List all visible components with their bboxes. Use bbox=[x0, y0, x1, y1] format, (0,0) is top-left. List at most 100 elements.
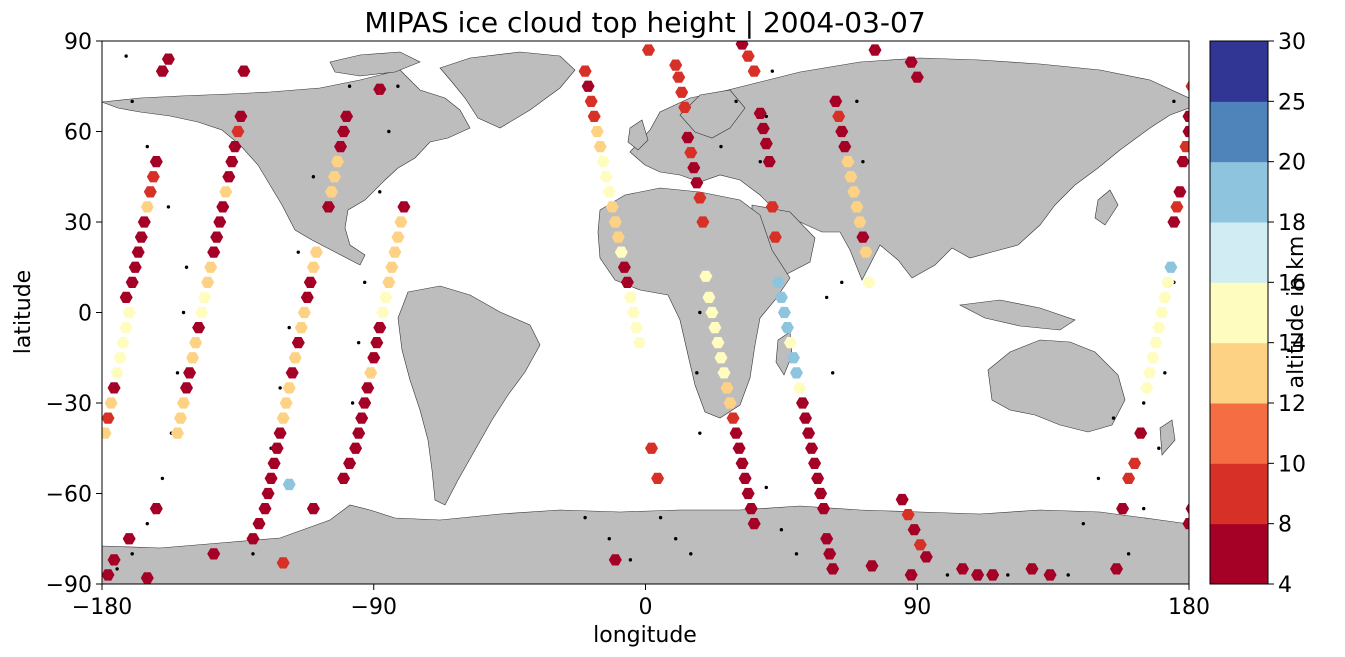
colorbar-bin bbox=[1210, 222, 1268, 283]
japan-landmass bbox=[1094, 189, 1119, 226]
cloud-point bbox=[102, 427, 112, 439]
cloud-point bbox=[1116, 503, 1130, 515]
cloud-point bbox=[753, 107, 767, 119]
cloud-point bbox=[826, 563, 840, 575]
cloud-point bbox=[349, 442, 363, 454]
cloud-point bbox=[228, 141, 242, 153]
cloud-point bbox=[1043, 569, 1057, 581]
cloud-point bbox=[234, 110, 248, 122]
cloud-point bbox=[971, 569, 985, 581]
track-dot bbox=[1172, 99, 1176, 104]
cloud-point bbox=[306, 261, 320, 273]
track-dot bbox=[124, 54, 128, 58]
cloud-point bbox=[189, 337, 203, 349]
cloud-point bbox=[125, 276, 139, 288]
cloud-point bbox=[774, 291, 788, 303]
cloud-point bbox=[210, 231, 224, 243]
cloud-point bbox=[137, 216, 151, 228]
uk-landmass bbox=[627, 119, 649, 151]
colorbar-tick-label: 25 bbox=[1278, 90, 1306, 115]
cloud-point bbox=[901, 509, 915, 521]
y-tick-label: 0 bbox=[78, 302, 92, 327]
track-dot bbox=[673, 537, 678, 541]
cloud-point bbox=[1140, 382, 1154, 394]
cloud-point bbox=[174, 412, 187, 424]
colorbar-label: altitude in km bbox=[1284, 236, 1309, 389]
colorbar-tick-label: 16 bbox=[1278, 271, 1306, 296]
cloud-point bbox=[629, 322, 643, 334]
track-dot bbox=[861, 159, 865, 164]
cloud-point bbox=[258, 503, 272, 515]
cloud-point bbox=[587, 110, 601, 122]
cloud-point bbox=[282, 478, 296, 491]
y-tick-label: −90 bbox=[46, 573, 92, 598]
cloud-point bbox=[687, 162, 701, 174]
cloud-point bbox=[143, 186, 157, 198]
cloud-point bbox=[397, 201, 411, 213]
cloud-point bbox=[1128, 457, 1142, 469]
cloud-point bbox=[149, 503, 163, 515]
cloud-point bbox=[593, 141, 607, 153]
track-dot bbox=[1142, 506, 1146, 511]
cloud-point bbox=[1179, 141, 1189, 153]
cloud-point bbox=[334, 141, 347, 153]
track-dot bbox=[1111, 416, 1116, 420]
cloud-point bbox=[669, 59, 683, 71]
cloud-point bbox=[856, 231, 870, 243]
x-tick-label: −180 bbox=[72, 595, 132, 620]
colorbar-bin bbox=[1210, 161, 1268, 223]
cloud-point bbox=[225, 156, 239, 168]
track-dot bbox=[350, 401, 355, 405]
colorbar-bin bbox=[1210, 101, 1268, 163]
colorbar-tick-label: 8 bbox=[1278, 513, 1292, 538]
cloud-point bbox=[328, 171, 341, 183]
cloud-point bbox=[790, 367, 803, 379]
cloud-point bbox=[122, 306, 136, 319]
cloud-point bbox=[832, 110, 846, 122]
cloud-point bbox=[617, 261, 631, 273]
cloud-point bbox=[729, 427, 743, 439]
colorbar-bin bbox=[1210, 342, 1268, 404]
track-dot bbox=[175, 371, 180, 375]
cloud-point bbox=[376, 306, 390, 319]
cloud-point bbox=[1182, 125, 1189, 138]
y-tick-label: −60 bbox=[46, 483, 92, 508]
cloud-point bbox=[741, 487, 755, 500]
track-dot bbox=[779, 528, 784, 532]
cloud-point bbox=[820, 533, 834, 545]
track-dot bbox=[181, 310, 186, 315]
cloud-point bbox=[738, 472, 752, 484]
cloud-point bbox=[847, 186, 861, 198]
cloud-point bbox=[288, 352, 302, 364]
y-tick-label: 60 bbox=[64, 121, 92, 146]
x-axis: −180 −90 0 90 180 bbox=[72, 584, 1210, 620]
cloud-point bbox=[1192, 54, 1205, 65]
colorbar-bin bbox=[1210, 463, 1268, 525]
cloud-point bbox=[805, 442, 819, 454]
track-dot bbox=[698, 431, 702, 435]
track-dot bbox=[628, 558, 633, 562]
track-dot bbox=[145, 521, 149, 526]
cloud-point bbox=[581, 80, 595, 92]
cloud-point bbox=[388, 246, 402, 258]
colorbar: 4 8 10 12 14 16 18 20 25 30 bbox=[1209, 30, 1306, 598]
track-dot bbox=[945, 573, 950, 577]
cloud-point bbox=[811, 472, 825, 484]
cloud-point bbox=[1182, 110, 1189, 122]
colorbar-bin bbox=[1210, 282, 1268, 344]
cloud-point bbox=[814, 487, 828, 500]
track-dot bbox=[658, 515, 663, 520]
y-axis: −90 −60 −30 0 30 60 90 bbox=[46, 30, 102, 598]
cloud-point bbox=[207, 548, 221, 560]
cloud-point bbox=[799, 412, 812, 424]
cloud-point bbox=[578, 65, 592, 77]
cloud-point bbox=[608, 216, 622, 228]
cloud-point bbox=[642, 44, 655, 56]
colorbar-tick-label: 4 bbox=[1278, 573, 1292, 598]
scandinavia-landmass bbox=[679, 89, 746, 139]
y-tick-label: 30 bbox=[64, 211, 92, 236]
cloud-point bbox=[297, 306, 311, 319]
cloud-point bbox=[735, 457, 749, 469]
track-dot bbox=[1096, 476, 1101, 481]
